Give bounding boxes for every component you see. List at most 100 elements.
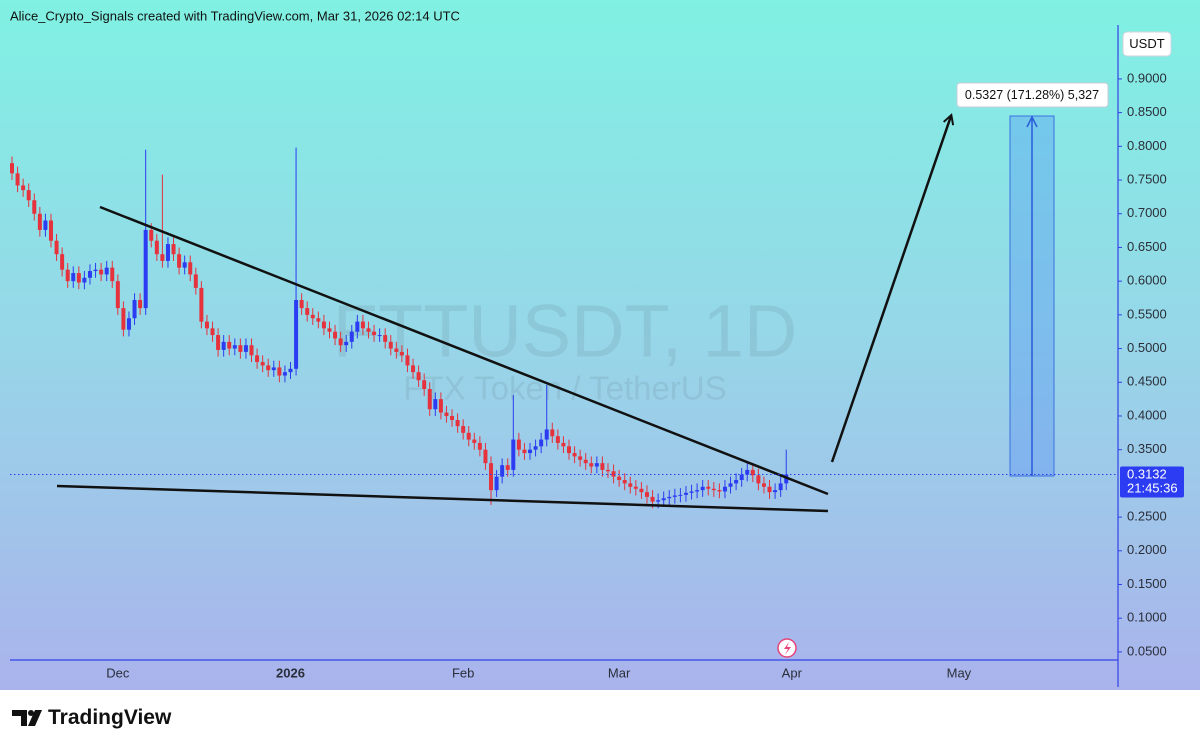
candle-body (32, 200, 37, 214)
currency-box[interactable] (1122, 31, 1172, 57)
candle-body (21, 185, 26, 191)
candle-body (489, 463, 494, 491)
candle-body (204, 321, 209, 329)
candle-body (511, 439, 516, 470)
candle-body (589, 463, 594, 467)
candle-body (583, 459, 588, 464)
last-price-box (1120, 466, 1184, 498)
candle-body (282, 372, 287, 376)
candle-body (756, 475, 761, 484)
candle-body (104, 267, 109, 275)
candle-body (633, 486, 638, 489)
candle-body (377, 335, 382, 337)
candle-body (644, 492, 649, 497)
brand-name: TradingView (48, 706, 172, 729)
candle-body (349, 331, 354, 342)
candle-body (232, 345, 237, 349)
watermark-description: FTX Token / TetherUS (403, 370, 726, 407)
candle-body (639, 488, 644, 493)
candle-body (594, 463, 599, 467)
candle-body (60, 254, 65, 270)
candle-body (717, 490, 722, 492)
candle-body (539, 439, 544, 447)
candle-body (405, 355, 410, 366)
candle-body (739, 474, 744, 481)
candle-body (422, 380, 427, 390)
candle-body (76, 273, 81, 283)
candle-body (472, 439, 477, 443)
candle-body (561, 442, 566, 447)
candle-body (578, 456, 583, 460)
candle-body (706, 486, 711, 489)
candle-body (611, 471, 616, 477)
candle-body (722, 486, 727, 492)
candle-body (555, 436, 560, 443)
candle-body (266, 365, 271, 371)
countdown: 21:45:36 (1127, 480, 1178, 495)
candle-body (177, 254, 182, 268)
y-tick-label: 0.4000 (1127, 407, 1167, 422)
candle-body (121, 308, 126, 330)
candle-body (399, 351, 404, 356)
candle-body (338, 338, 343, 346)
candle-body (316, 318, 321, 322)
candle-body (65, 269, 70, 282)
candle-body (734, 480, 739, 484)
x-tick-label: 2026 (276, 665, 305, 680)
logo-dot (28, 710, 34, 716)
candle-body (305, 308, 310, 315)
candle-body (260, 362, 265, 366)
candle-body (394, 348, 399, 352)
x-tick-label: Feb (452, 665, 474, 680)
candle-body (572, 453, 577, 457)
candle-body (15, 173, 20, 186)
candle-body (227, 341, 232, 349)
candle-body (656, 500, 661, 502)
candle-body (388, 341, 393, 349)
brand-logo: TradingView (12, 706, 172, 729)
candle-body (216, 335, 221, 350)
y-tick-label: 0.1500 (1127, 576, 1167, 591)
candle-body (750, 469, 755, 476)
background (0, 0, 1200, 690)
candle-body (711, 488, 716, 491)
candle-body (238, 345, 243, 352)
candle-body (355, 321, 360, 332)
projection-arrow (830, 116, 951, 463)
candle-body (299, 300, 304, 309)
candle-body (154, 240, 159, 255)
candle-body (544, 429, 549, 440)
logo-mark (12, 710, 27, 726)
candle-body (427, 389, 432, 410)
candle-body (628, 483, 633, 487)
candle-body (43, 220, 48, 230)
candle-body (93, 269, 98, 272)
candle-body (277, 367, 282, 376)
candle-body (700, 486, 705, 491)
candle-body (360, 321, 365, 329)
candle-body (271, 367, 276, 371)
y-tick-label: 0.8500 (1127, 104, 1167, 119)
x-tick-label: Mar (608, 665, 631, 680)
candle-body (188, 262, 193, 275)
candle-body (193, 274, 198, 288)
y-tick-label: 0.9000 (1127, 70, 1167, 85)
watermark: FTTUSDT, 1D FTX Token / TetherUS (333, 290, 798, 407)
candle-body (522, 449, 527, 454)
measure-box (956, 82, 1109, 108)
candle-body (784, 474, 789, 484)
candle-body (143, 229, 148, 309)
candle-body (37, 213, 42, 230)
y-tick-label: 0.6500 (1127, 239, 1167, 254)
candle-body (695, 490, 700, 492)
candle-body (110, 267, 115, 282)
candle-body (383, 335, 388, 342)
y-tick-label: 0.5000 (1127, 340, 1167, 355)
candle-body (444, 412, 449, 416)
candle-body (483, 449, 488, 464)
y-tick-label: 0.2000 (1127, 542, 1167, 557)
candle-body (667, 496, 672, 499)
candle-body (71, 273, 76, 282)
candle-body (567, 446, 571, 454)
